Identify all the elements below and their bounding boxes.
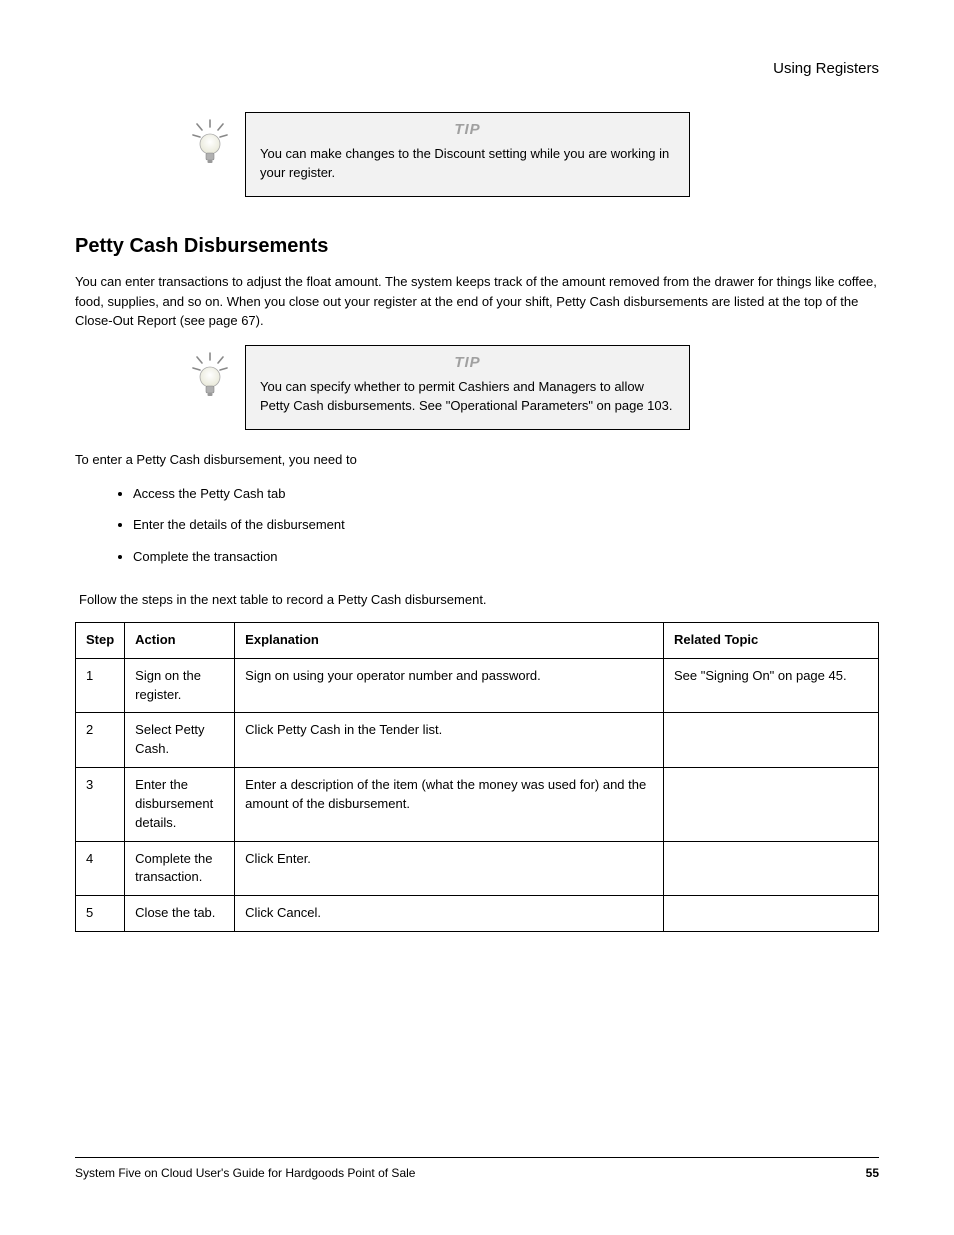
table-cell: Click Enter. [235, 841, 664, 896]
steps-table: Step Action Explanation Related Topic 1 … [75, 622, 879, 932]
tip-label-2: TIP [260, 352, 675, 374]
table-cell: Sign on the register. [125, 658, 235, 713]
table-cell [664, 713, 879, 768]
bullets-list: Access the Petty Cash tab Enter the deta… [133, 478, 879, 573]
intro-paragraph: You can enter transactions to adjust the… [75, 272, 879, 331]
page-content: Using Registers TIP [0, 0, 954, 972]
tip-box-1: TIP You can make changes to the Discount… [245, 112, 690, 197]
table-cell: 3 [76, 768, 125, 842]
table-header: Action [125, 622, 235, 658]
table-cell: Sign on using your operator number and p… [235, 658, 664, 713]
tip-box-1-row: TIP You can make changes to the Discount… [185, 112, 879, 197]
table-row: 3 Enter the disbursement details. Enter … [76, 768, 879, 842]
tip-box-2-row: TIP You can specify whether to permit Ca… [185, 345, 879, 430]
bullets-intro: To enter a Petty Cash disbursement, you … [75, 450, 879, 470]
table-cell: See "Signing On" on page 45. [664, 658, 879, 713]
table-cell: 1 [76, 658, 125, 713]
table-cell: Close the tab. [125, 896, 235, 932]
table-header: Related Topic [664, 622, 879, 658]
list-item: Complete the transaction [133, 541, 879, 573]
table-cell: Enter the disbursement details. [125, 768, 235, 842]
section-heading: Petty Cash Disbursements [75, 235, 879, 258]
table-row: 1 Sign on the register. Sign on using yo… [76, 658, 879, 713]
table-row: 2 Select Petty Cash. Click Petty Cash in… [76, 713, 879, 768]
table-intro: Follow the steps in the next table to re… [79, 590, 879, 610]
table-header-row: Step Action Explanation Related Topic [76, 622, 879, 658]
table-cell: Enter a description of the item (what th… [235, 768, 664, 842]
page-header-title: Using Registers [75, 60, 879, 77]
table-cell: Select Petty Cash. [125, 713, 235, 768]
lightbulb-icon [185, 117, 235, 167]
table-cell [664, 896, 879, 932]
footer-left: System Five on Cloud User's Guide for Ha… [75, 1166, 415, 1180]
footer-page-number: 55 [866, 1166, 879, 1180]
table-cell [664, 841, 879, 896]
list-item: Enter the details of the disbursement [133, 509, 879, 541]
table-header: Explanation [235, 622, 664, 658]
lightbulb-icon [185, 350, 235, 400]
table-cell: Click Petty Cash in the Tender list. [235, 713, 664, 768]
table-cell: 2 [76, 713, 125, 768]
table-cell: Complete the transaction. [125, 841, 235, 896]
tip-text-2: You can specify whether to permit Cashie… [260, 378, 675, 416]
table-cell: Click Cancel. [235, 896, 664, 932]
table-row: 5 Close the tab. Click Cancel. [76, 896, 879, 932]
table-cell: 4 [76, 841, 125, 896]
table-row: 4 Complete the transaction. Click Enter. [76, 841, 879, 896]
tip-text-1: You can make changes to the Discount set… [260, 145, 675, 183]
table-cell: 5 [76, 896, 125, 932]
list-item: Access the Petty Cash tab [133, 478, 879, 510]
table-header: Step [76, 622, 125, 658]
tip-label-1: TIP [260, 119, 675, 141]
page-footer: System Five on Cloud User's Guide for Ha… [75, 1157, 879, 1180]
table-cell [664, 768, 879, 842]
tip-box-2: TIP You can specify whether to permit Ca… [245, 345, 690, 430]
